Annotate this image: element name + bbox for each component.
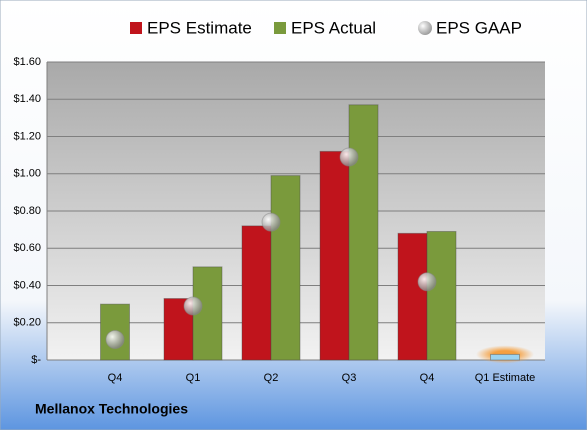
y-tick-label: $0.40 (13, 279, 41, 291)
gaap-marker (339, 147, 359, 167)
y-tick-label: $1.00 (13, 168, 41, 180)
y-tick-label: $- (31, 354, 41, 366)
y-tick-label: $0.60 (13, 242, 41, 254)
x-tick-label: Q1 (186, 372, 201, 384)
bar (241, 225, 272, 361)
legend-label: EPS Estimate (147, 18, 252, 37)
y-tick-label: $1.20 (13, 130, 41, 142)
bar (348, 104, 379, 361)
bar (426, 230, 457, 361)
gaap-marker (261, 212, 281, 232)
y-tick-label: $1.60 (13, 56, 41, 68)
legend-label: EPS GAAP (436, 18, 522, 37)
legend-marker (418, 21, 432, 35)
bar (319, 150, 350, 361)
x-tick-label: Q1 Estimate (475, 372, 536, 384)
bar (270, 175, 301, 361)
gaap-marker (417, 272, 437, 292)
y-tick-label: $1.40 (13, 93, 41, 105)
x-tick-label: Q4 (420, 372, 435, 384)
x-tick-label: Q3 (342, 372, 357, 384)
legend-marker (274, 22, 286, 34)
legend-marker (130, 22, 142, 34)
y-tick-label: $0.20 (13, 317, 41, 329)
x-tick-label: Q4 (108, 372, 123, 384)
bar (397, 232, 428, 361)
legend-label: EPS Actual (291, 18, 376, 37)
gaap-marker (183, 296, 203, 316)
bar (490, 353, 520, 361)
gaap-marker (105, 330, 125, 350)
footer: Mellanox Technologies (35, 401, 188, 417)
y-tick-label: $0.80 (13, 205, 41, 217)
x-tick-label: Q2 (264, 372, 279, 384)
bar (163, 298, 194, 361)
